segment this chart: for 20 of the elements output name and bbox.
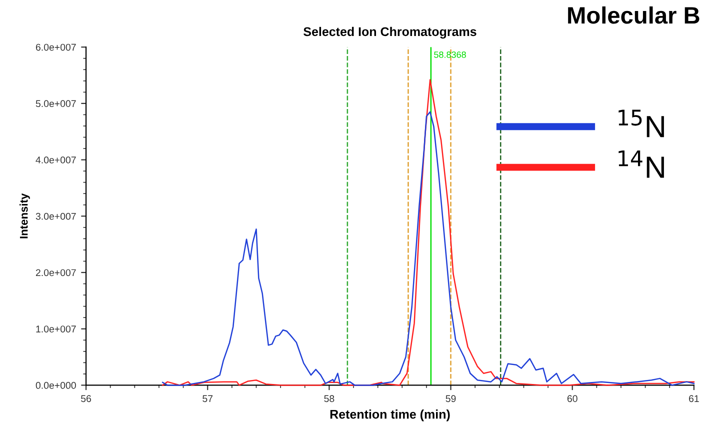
x-tick-label: 57 (202, 395, 213, 402)
y-tick-label: 3.0e+007 (36, 212, 76, 220)
legend-label: $^{15}$N (618, 110, 664, 138)
y-tick-label: 5.0e+007 (36, 100, 76, 108)
x-tick-label: 58 (324, 395, 334, 402)
x-tick-label: 61 (689, 395, 699, 402)
x-tick-label: 60 (567, 395, 578, 402)
chart-title: Selected Ion Chromatograms (304, 26, 476, 39)
x-tick-label: 59 (446, 395, 456, 402)
y-axis-title: Intensity (20, 193, 30, 238)
x-tick-label: 56 (81, 395, 92, 402)
y-tick-label: 0.0e+000 (36, 382, 76, 389)
x-axis-title: Retention time (min) (330, 410, 450, 422)
y-tick-label: 2.0e+007 (36, 269, 76, 276)
y-tick-label: 4.0e+007 (36, 156, 76, 164)
y-tick-label: 1.0e+007 (36, 326, 76, 332)
ref-line-label: 58.8368 (434, 51, 466, 58)
legend-label: $^{14}$N (618, 150, 664, 178)
text: Molecular B (568, 6, 700, 24)
y-tick-label: 6.0e+007 (36, 44, 76, 51)
